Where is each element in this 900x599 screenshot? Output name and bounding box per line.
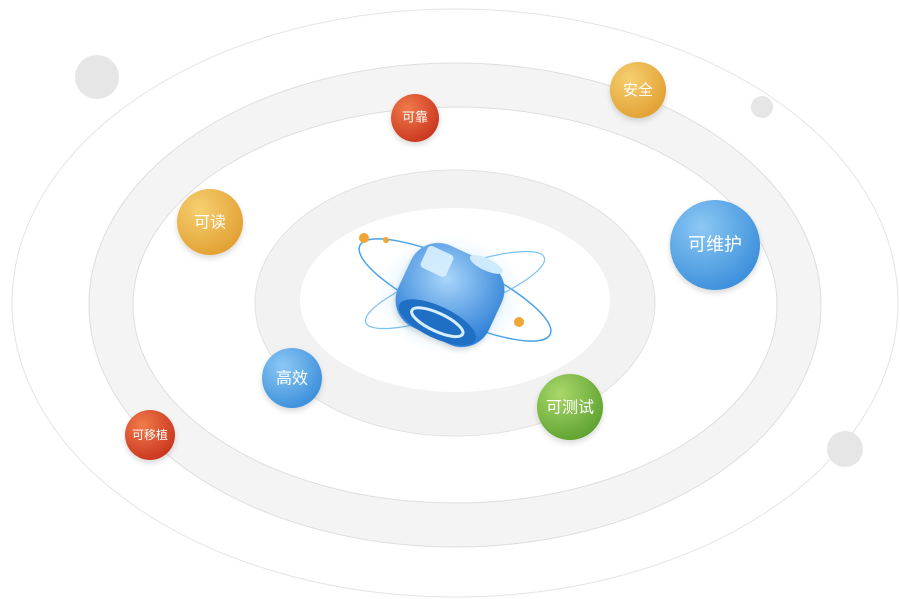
- node: 高效: [262, 348, 322, 408]
- icon-satellite: [359, 233, 369, 243]
- node-label: 可靠: [402, 111, 428, 126]
- node-label: 可维护: [688, 235, 742, 256]
- page: 可靠 安全 可读 可维护 高效 可测试 可移植 (() => { const d…: [0, 0, 900, 599]
- node: 可靠: [391, 94, 439, 142]
- node: 安全: [610, 62, 666, 118]
- node: 可读: [177, 189, 243, 255]
- icon-satellite: [514, 317, 524, 327]
- node-label: 可移植: [132, 427, 168, 442]
- decor-dot: [751, 96, 773, 118]
- node-label: 可测试: [546, 398, 594, 417]
- node: 可维护: [670, 200, 760, 290]
- node-label: 安全: [623, 81, 653, 99]
- node-label: 高效: [276, 369, 308, 388]
- node: 可移植: [125, 410, 175, 460]
- decor-dot: [827, 431, 863, 467]
- node: 可测试: [537, 374, 603, 440]
- decor-dot: [75, 55, 119, 99]
- icon-satellite: [383, 237, 389, 243]
- node-label: 可读: [194, 213, 226, 232]
- orbit-diagram: 可靠 安全 可读 可维护 高效 可测试 可移植: [0, 0, 900, 599]
